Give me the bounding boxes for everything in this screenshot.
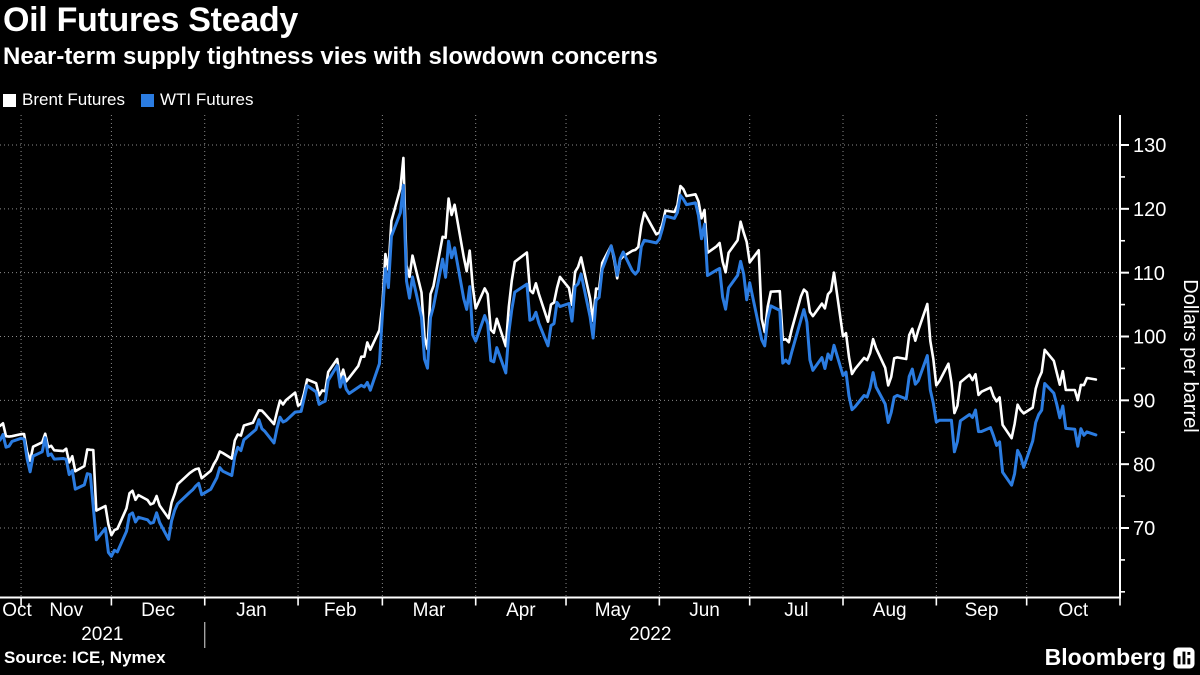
x-axis-month-label: Oct [2,600,32,621]
y-axis-tick-label: 90 [1133,391,1155,413]
wti-legend-label: WTI Futures [160,90,254,109]
bloomberg-wordmark: Bloomberg [1044,644,1166,670]
y-axis-title: Dollars per barrel [1179,279,1200,432]
x-axis-month-label: Jul [784,600,808,621]
x-axis-month-label: Sep [965,600,999,621]
bloomberg-terminal-icon [1173,647,1195,668]
x-axis-month-label: Apr [506,600,536,621]
brent-legend-label: Brent Futures [22,90,125,109]
y-axis-tick-label: 110 [1133,263,1165,285]
x-axis-month-label: Jun [689,600,720,621]
brent-price-line [0,156,1098,537]
chart-subtitle: Near-term supply tightness vies with slo… [3,43,658,70]
x-axis-month-label: Jan [236,600,267,621]
chart-title: Oil Futures Steady [3,1,299,39]
x-axis-month-label: Dec [141,600,175,621]
chart-legend: Brent Futures WTI Futures [3,90,254,110]
x-axis-year-label: 2021 [81,624,123,645]
x-axis-month-label: Mar [413,600,446,621]
brent-legend-swatch [3,93,16,107]
y-axis-tick-label: 130 [1133,135,1166,157]
y-axis-tick-label: 100 [1133,327,1166,349]
legend-item-brent: Brent Futures [3,90,125,110]
x-axis-month-label: May [595,600,631,621]
y-axis-tick-label: 120 [1133,199,1166,221]
x-axis-month-label: Oct [1059,600,1089,621]
y-axis-tick-label: 80 [1133,454,1155,476]
x-axis-month-label: Nov [49,600,83,621]
bloomberg-logo: Bloomberg [1045,644,1195,671]
wti-legend-swatch [141,93,154,107]
y-axis-tick-label: 70 [1133,518,1155,540]
x-axis-month-label: Aug [873,600,907,621]
source-attribution: Source: ICE, Nymex [4,648,166,667]
x-axis-month-label: Feb [324,600,357,621]
wti-price-line [0,183,1098,558]
x-axis-year-label: 2022 [629,624,671,645]
legend-item-wti: WTI Futures [141,90,254,110]
